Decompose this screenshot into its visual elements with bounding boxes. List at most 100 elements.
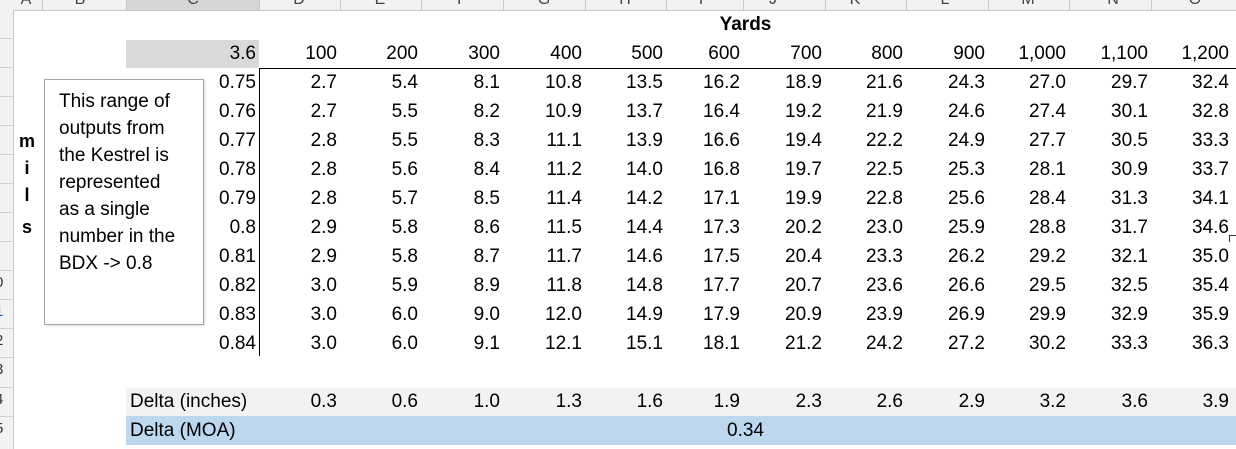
row-divider[interactable]: [0, 96, 13, 97]
column-divider[interactable]: [1151, 0, 1152, 10]
table-data-cell[interactable]: 8.9: [473, 275, 500, 296]
mil-value-cell[interactable]: 0.81: [219, 246, 256, 267]
table-data-cell[interactable]: 32.1: [1111, 246, 1148, 267]
table-data-cell[interactable]: 17.7: [703, 275, 740, 296]
table-data-cell[interactable]: 32.9: [1111, 304, 1148, 325]
table-data-cell[interactable]: 14.9: [626, 304, 663, 325]
table-data-cell[interactable]: 29.2: [1029, 246, 1066, 267]
table-data-cell[interactable]: 23.0: [866, 217, 903, 238]
yard-header-cell[interactable]: 1,200: [1181, 43, 1229, 64]
table-data-cell[interactable]: 2.8: [310, 188, 337, 209]
table-data-cell[interactable]: 36.3: [1192, 333, 1229, 354]
table-data-cell[interactable]: 5.5: [391, 130, 418, 151]
column-header-bar[interactable]: A B C D E F G H I J K L M N O: [0, 0, 1236, 11]
table-data-cell[interactable]: 28.1: [1029, 159, 1066, 180]
table-data-cell[interactable]: 5.7: [391, 188, 418, 209]
table-data-cell[interactable]: 6.0: [391, 304, 418, 325]
column-divider[interactable]: [259, 0, 260, 10]
column-divider[interactable]: [1069, 0, 1070, 10]
table-data-cell[interactable]: 8.4: [473, 159, 500, 180]
yard-header-cell[interactable]: 900: [953, 43, 985, 64]
table-data-cell[interactable]: 14.8: [626, 275, 663, 296]
yard-header-cell[interactable]: 500: [631, 43, 663, 64]
corner-value-cell[interactable]: 3.6: [229, 43, 256, 64]
column-divider[interactable]: [421, 0, 422, 10]
table-data-cell[interactable]: 24.2: [866, 333, 903, 354]
delta-inches-label[interactable]: Delta (inches): [130, 391, 248, 412]
table-data-cell[interactable]: 20.7: [785, 275, 822, 296]
column-divider[interactable]: [743, 0, 744, 10]
table-data-cell[interactable]: 24.6: [948, 101, 985, 122]
table-data-cell[interactable]: 20.2: [785, 217, 822, 238]
table-data-cell[interactable]: 8.2: [473, 101, 500, 122]
table-data-cell[interactable]: 19.4: [785, 130, 822, 151]
table-data-cell[interactable]: 8.3: [473, 130, 500, 151]
table-data-cell[interactable]: 2.9: [310, 217, 337, 238]
delta-inches-cell[interactable]: 3.9: [1202, 391, 1229, 412]
column-letter-n[interactable]: N: [1106, 0, 1120, 9]
row-number[interactable]: 4: [0, 391, 11, 408]
delta-inches-cell[interactable]: 2.3: [795, 391, 822, 412]
table-data-cell[interactable]: 16.8: [703, 159, 740, 180]
table-data-cell[interactable]: 11.7: [546, 246, 582, 267]
column-divider[interactable]: [585, 0, 586, 10]
row-divider[interactable]: [0, 270, 13, 271]
table-data-cell[interactable]: 19.9: [785, 188, 822, 209]
row-divider[interactable]: [0, 67, 13, 68]
table-data-cell[interactable]: 21.6: [866, 72, 903, 93]
table-data-cell[interactable]: 30.5: [1111, 130, 1148, 151]
table-data-cell[interactable]: 16.4: [703, 101, 740, 122]
table-data-cell[interactable]: 2.8: [310, 130, 337, 151]
row-divider[interactable]: [0, 183, 13, 184]
table-data-cell[interactable]: 25.3: [948, 159, 985, 180]
table-data-cell[interactable]: 2.9: [310, 246, 337, 267]
column-divider[interactable]: [503, 0, 504, 10]
delta-moa-label[interactable]: Delta (MOA): [130, 420, 236, 441]
table-data-cell[interactable]: 14.4: [626, 217, 663, 238]
table-data-cell[interactable]: 20.4: [785, 246, 822, 267]
row-divider[interactable]: [0, 357, 13, 358]
table-data-cell[interactable]: 24.9: [948, 130, 985, 151]
mil-value-cell[interactable]: 0.79: [219, 188, 256, 209]
table-data-cell[interactable]: 26.2: [948, 246, 985, 267]
table-data-cell[interactable]: 33.7: [1192, 159, 1229, 180]
row-divider[interactable]: [0, 299, 13, 300]
table-data-cell[interactable]: 3.0: [310, 333, 337, 354]
table-data-cell[interactable]: 18.1: [703, 333, 740, 354]
yard-header-cell[interactable]: 100: [305, 43, 337, 64]
table-data-cell[interactable]: 17.1: [703, 188, 740, 209]
table-data-cell[interactable]: 34.6: [1192, 217, 1229, 238]
column-divider[interactable]: [126, 0, 127, 10]
row-number[interactable]: 1: [0, 303, 11, 320]
column-divider[interactable]: [666, 0, 667, 10]
delta-inches-cell[interactable]: 1.6: [636, 391, 663, 412]
table-data-cell[interactable]: 31.7: [1111, 217, 1148, 238]
table-data-cell[interactable]: 21.2: [785, 333, 822, 354]
column-letter-h[interactable]: H: [618, 0, 632, 9]
column-letter-d[interactable]: D: [292, 0, 306, 9]
table-data-cell[interactable]: 15.1: [626, 333, 663, 354]
table-data-cell[interactable]: 35.9: [1192, 304, 1229, 325]
row-divider[interactable]: [0, 241, 13, 242]
row-divider[interactable]: [0, 387, 13, 388]
delta-inches-cell[interactable]: 0.3: [310, 391, 337, 412]
mil-value-cell[interactable]: 0.78: [219, 159, 256, 180]
table-data-cell[interactable]: 14.2: [626, 188, 663, 209]
column-letter-l[interactable]: L: [938, 0, 952, 9]
column-divider[interactable]: [825, 0, 826, 10]
yard-header-cell[interactable]: 300: [468, 43, 500, 64]
delta-inches-cell[interactable]: 1.3: [555, 391, 582, 412]
mil-value-cell[interactable]: 0.84: [219, 333, 256, 354]
column-letter-g[interactable]: G: [537, 0, 551, 9]
table-data-cell[interactable]: 5.8: [391, 246, 418, 267]
table-data-cell[interactable]: 13.5: [626, 72, 663, 93]
table-data-cell[interactable]: 5.4: [391, 72, 418, 93]
mil-value-cell[interactable]: 0.82: [219, 275, 256, 296]
table-data-cell[interactable]: 32.8: [1192, 101, 1229, 122]
column-letter-m[interactable]: M: [1020, 0, 1036, 9]
column-letter-j[interactable]: J: [766, 0, 780, 9]
table-data-cell[interactable]: 17.3: [703, 217, 740, 238]
table-data-cell[interactable]: 17.9: [703, 304, 740, 325]
yards-title[interactable]: Yards: [719, 14, 772, 35]
mil-value-cell[interactable]: 0.83: [219, 304, 256, 325]
